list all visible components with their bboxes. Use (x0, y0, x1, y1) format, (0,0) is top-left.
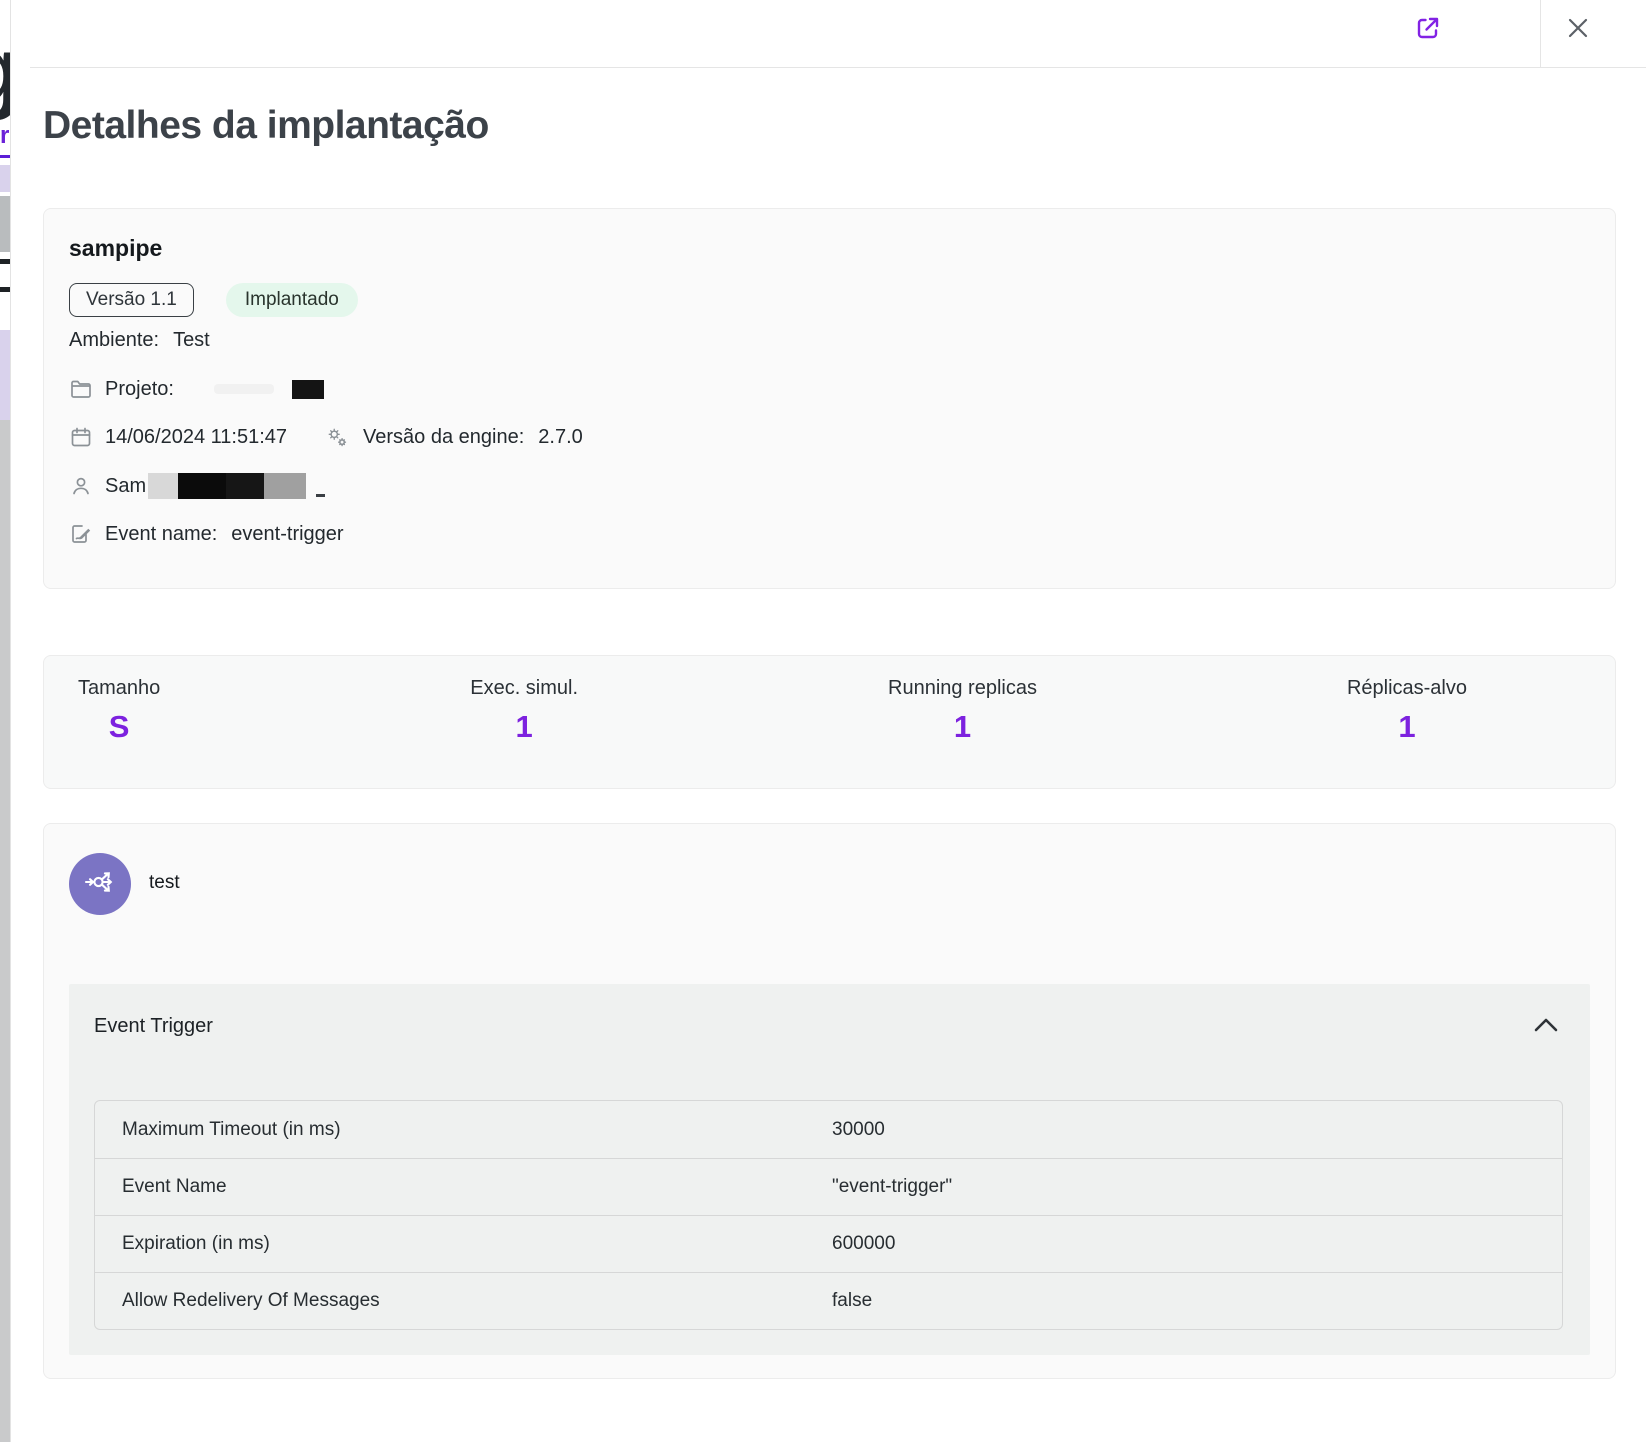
property-label: Event Name (122, 1176, 227, 1197)
environment-row: Ambiente: Test (69, 329, 210, 352)
table-row: Expiration (in ms) 600000 (95, 1215, 1562, 1272)
engine-version-value: 2.7.0 (538, 425, 583, 448)
table-row: Event Name "event-trigger" (95, 1158, 1562, 1215)
owner-row: Sam (69, 473, 326, 499)
event-row: Event name: event-trigger (69, 522, 344, 546)
environment-label: Ambiente: (69, 329, 160, 351)
event-edit-icon (69, 522, 93, 546)
properties-table: Maximum Timeout (in ms) 30000 Event Name… (94, 1100, 1563, 1330)
pipeline-avatar (69, 853, 131, 915)
property-value: 30000 (832, 1118, 885, 1140)
deployment-date: 14/06/2024 11:51:47 (105, 425, 288, 448)
stat-label: Exec. simul. (470, 677, 579, 699)
stat-label: Running replicas (888, 677, 1037, 699)
header-divider-horizontal (30, 67, 1646, 68)
property-value: 600000 (832, 1233, 896, 1254)
project-row: Projeto: (69, 377, 324, 401)
stat-label: Tamanho (78, 677, 161, 699)
property-value: false (832, 1290, 873, 1311)
open-in-new-tab-button[interactable] (1406, 7, 1450, 51)
user-icon (69, 474, 93, 498)
external-link-icon (1414, 14, 1442, 45)
deployment-card: sampipe Versão 1.1 Implantado Ambiente: T… (43, 208, 1616, 589)
event-trigger-icon (82, 864, 118, 905)
page-title: Detalhes da implantação (43, 104, 489, 147)
stat-item: Running replicas 1 (888, 677, 1037, 788)
background-page-fragment (0, 155, 10, 158)
gears-icon (325, 425, 349, 449)
badge-row: Versão 1.1 Implantado (69, 283, 358, 317)
redaction-block (264, 473, 307, 499)
background-page-fragment (0, 420, 10, 1442)
property-value: "event-trigger" (832, 1176, 953, 1197)
stat-value: 1 (515, 709, 533, 744)
stat-label: Réplicas-alvo (1346, 677, 1467, 699)
redaction-block (178, 473, 227, 499)
event-name-label: Event name: (105, 522, 218, 545)
background-page-fragment (0, 287, 10, 292)
background-page-fragment: g (0, 18, 10, 123)
redaction-dash (316, 493, 326, 497)
property-label: Expiration (in ms) (122, 1233, 270, 1254)
redaction-smudge (213, 384, 274, 394)
stat-value: 1 (1398, 709, 1416, 744)
background-page-fragment: r (0, 122, 10, 149)
project-label: Projeto: (105, 377, 174, 400)
property-label: Allow Redelivery Of Messages (122, 1290, 380, 1311)
deployment-name: sampipe (69, 235, 163, 261)
status-badge: Implantado (225, 283, 358, 317)
version-badge: Versão 1.1 (69, 283, 194, 317)
engine-version-label: Versão da engine: (363, 425, 525, 448)
stat-value: S (108, 709, 130, 744)
engine-group: Versão da engine: 2.7.0 (325, 425, 583, 449)
close-button[interactable] (1556, 7, 1600, 51)
redaction-block (148, 473, 179, 499)
header-divider-vertical (1540, 0, 1541, 67)
stat-value: 1 (953, 709, 972, 744)
table-row: Maximum Timeout (in ms) 30000 (95, 1101, 1562, 1158)
redaction-block (226, 473, 265, 499)
background-page-fragment (0, 259, 10, 264)
stat-item: Réplicas-alvo 1 (1347, 677, 1467, 788)
pipeline-name: test (149, 872, 180, 893)
table-row: Allow Redelivery Of Messages false (95, 1272, 1562, 1329)
stat-item: Exec. simul. 1 (470, 677, 578, 788)
property-label: Maximum Timeout (in ms) (122, 1118, 341, 1140)
calendar-icon (69, 425, 93, 449)
owner-name: Sam (105, 474, 147, 497)
stat-item: Tamanho S (78, 677, 160, 788)
pipeline-card: test Event Trigger Maximum Timeout (in m… (43, 823, 1616, 1379)
redaction-block (291, 379, 324, 399)
background-page-fragment (0, 165, 10, 192)
background-page-fragment (0, 196, 10, 252)
modal-left-edge (10, 0, 11, 1442)
background-page-strip: g r (0, 0, 10, 1442)
folder-icon (69, 377, 93, 401)
section-title: Event Trigger (94, 1015, 213, 1037)
date-row: 14/06/2024 11:51:47 Versão da engine: 2.… (69, 425, 583, 449)
event-name-value: event-trigger (231, 522, 344, 545)
redaction-blocks (148, 473, 307, 499)
chevron-up-icon (1532, 1014, 1560, 1039)
background-page-fragment (0, 330, 10, 420)
close-icon (1565, 15, 1591, 44)
event-trigger-panel: Event Trigger Maximum Timeout (in ms) 30… (69, 984, 1590, 1355)
collapse-section-button[interactable] (1528, 1008, 1564, 1044)
environment-value: Test (173, 329, 210, 351)
stats-card: Tamanho S Exec. simul. 1 Running replica… (43, 655, 1616, 789)
